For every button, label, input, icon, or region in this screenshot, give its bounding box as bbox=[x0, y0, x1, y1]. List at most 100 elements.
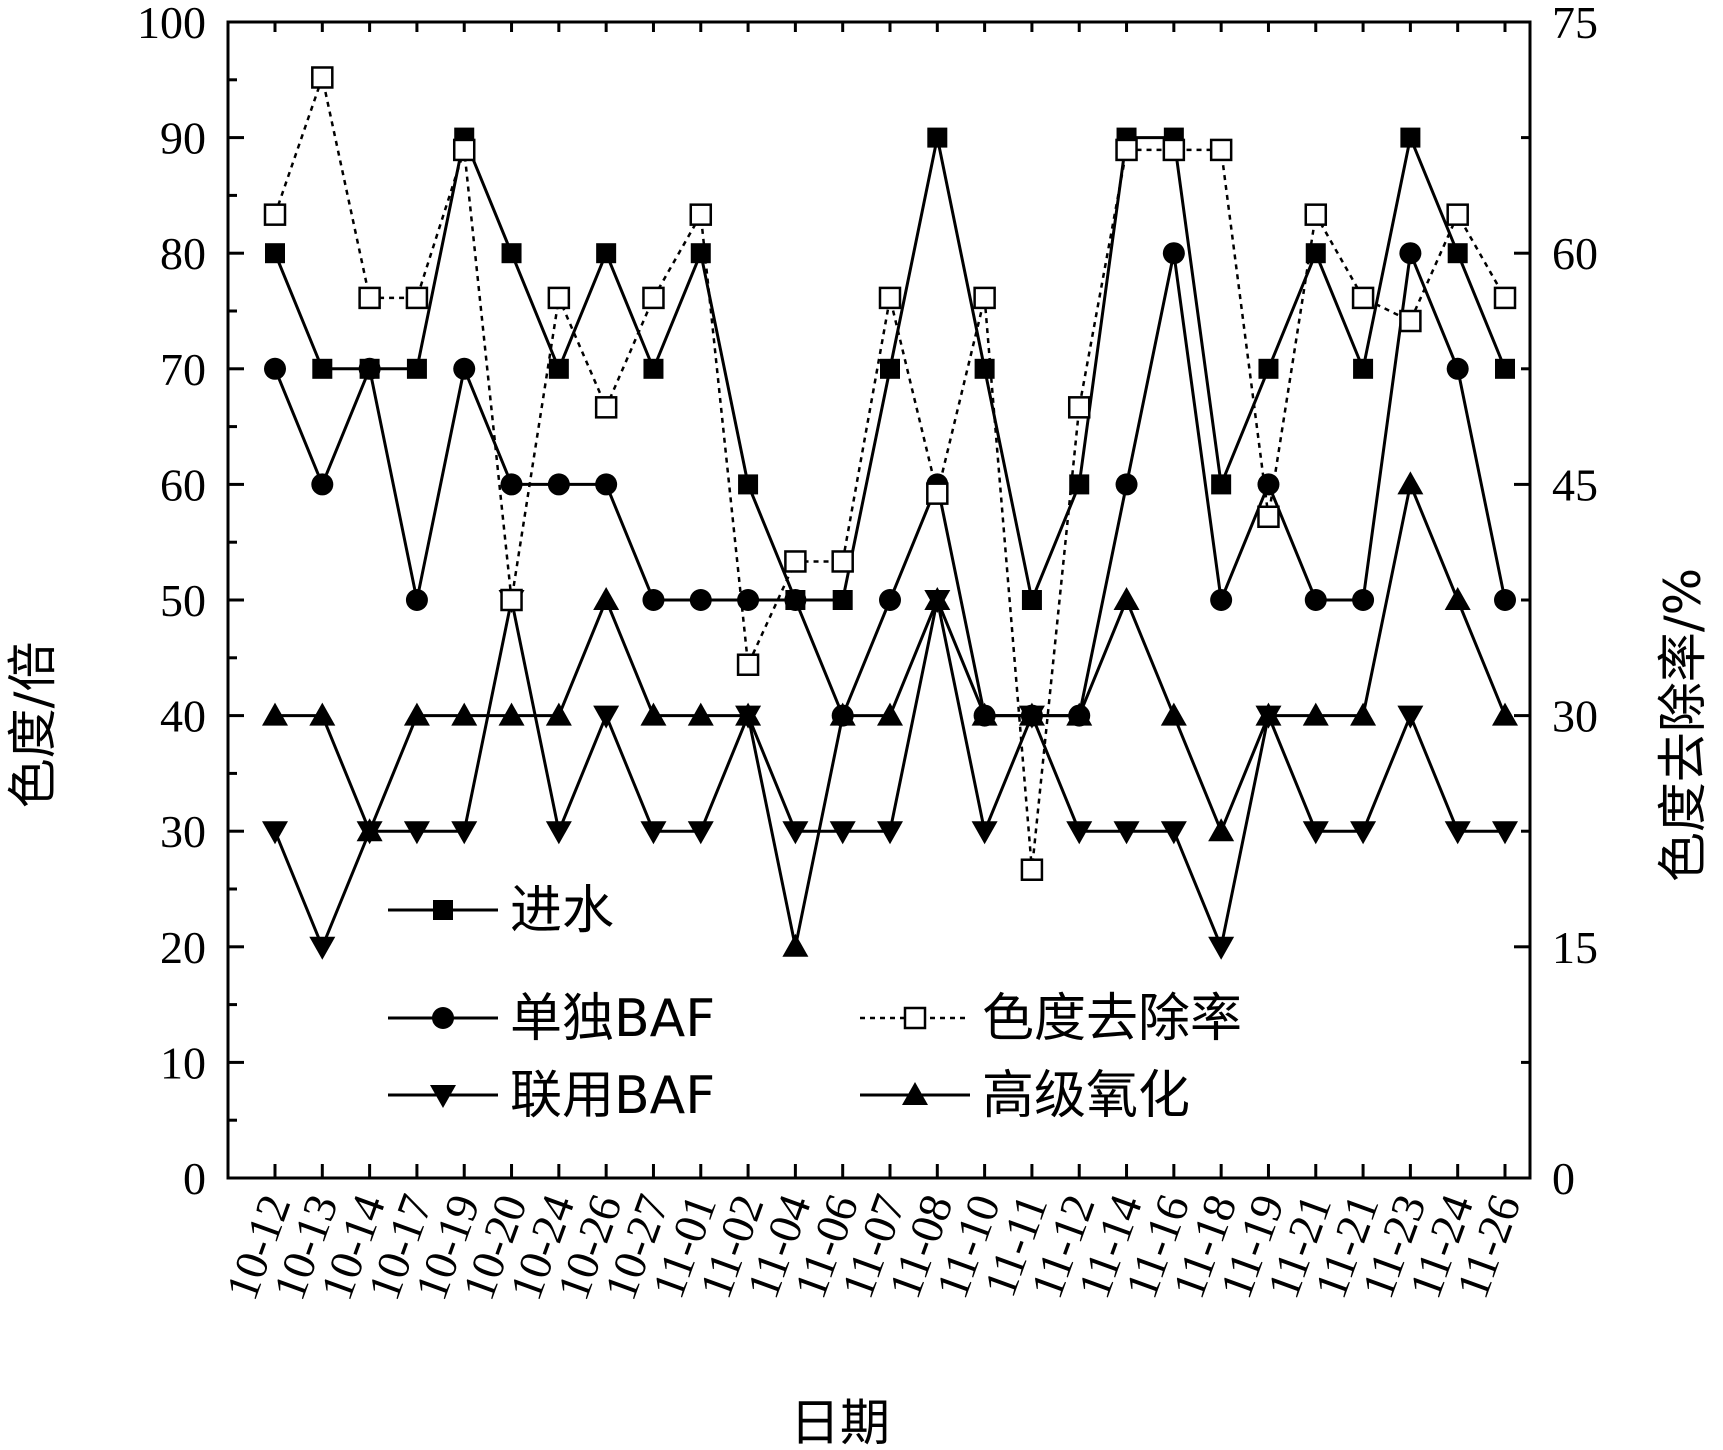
point-removal-rate bbox=[1020, 858, 1044, 881]
point-baf-combined bbox=[1492, 821, 1518, 845]
point-baf-single bbox=[1494, 589, 1516, 611]
y-right-tick-label: 45 bbox=[1552, 459, 1598, 510]
y-left-tick-label: 70 bbox=[160, 344, 206, 395]
point-baf-single bbox=[311, 473, 334, 496]
legend-marker-baf-single bbox=[432, 1007, 454, 1029]
point-inflow bbox=[265, 243, 285, 264]
y-right-tick-label: 30 bbox=[1552, 691, 1598, 742]
y-left-tick-label: 90 bbox=[160, 113, 206, 164]
point-advanced-oxidation bbox=[451, 702, 478, 726]
point-inflow bbox=[880, 358, 900, 379]
point-advanced-oxidation bbox=[403, 702, 430, 726]
point-inflow bbox=[1211, 474, 1232, 495]
point-removal-rate bbox=[878, 286, 902, 310]
series-line-removal-rate bbox=[273, 72, 1507, 870]
point-baf-combined bbox=[262, 821, 288, 845]
point-advanced-oxidation bbox=[829, 702, 856, 726]
y-axis-left-title: 色度/倍 bbox=[4, 642, 62, 809]
point-inflow bbox=[596, 243, 617, 264]
point-baf-combined bbox=[1208, 936, 1235, 960]
legend-marker-advanced-oxidation bbox=[902, 1082, 928, 1105]
point-baf-combined bbox=[545, 821, 572, 845]
point-advanced-oxidation bbox=[782, 933, 809, 957]
point-inflow bbox=[312, 358, 333, 379]
point-advanced-oxidation bbox=[735, 702, 762, 726]
point-inflow bbox=[690, 243, 711, 264]
point-removal-rate bbox=[405, 286, 429, 310]
point-advanced-oxidation bbox=[356, 818, 383, 842]
y-right-tick-label: 15 bbox=[1552, 922, 1598, 973]
point-advanced-oxidation bbox=[971, 702, 998, 726]
point-advanced-oxidation bbox=[1492, 702, 1518, 726]
point-baf-single bbox=[1257, 473, 1280, 496]
point-removal-rate bbox=[1257, 505, 1280, 529]
point-inflow bbox=[1021, 590, 1042, 610]
point-advanced-oxidation bbox=[687, 702, 714, 726]
point-baf-combined bbox=[451, 821, 478, 845]
y-left-tick-label: 0 bbox=[183, 1153, 206, 1204]
point-baf-single bbox=[1210, 589, 1233, 611]
point-advanced-oxidation bbox=[1018, 702, 1045, 726]
point-baf-single bbox=[1304, 589, 1327, 611]
point-removal-rate bbox=[1067, 396, 1091, 419]
point-removal-rate bbox=[1446, 203, 1469, 226]
point-inflow bbox=[927, 127, 948, 148]
point-baf-combined bbox=[1066, 821, 1093, 845]
point-baf-combined bbox=[687, 821, 714, 845]
point-baf-single bbox=[1352, 589, 1375, 611]
point-removal-rate bbox=[1399, 309, 1422, 333]
point-baf-combined bbox=[782, 821, 809, 845]
point-removal-rate bbox=[926, 482, 949, 505]
point-advanced-oxidation bbox=[640, 702, 667, 726]
point-baf-single bbox=[689, 589, 712, 611]
legend-label-inflow: 进水 bbox=[510, 881, 614, 941]
point-inflow bbox=[832, 590, 853, 610]
point-inflow bbox=[1305, 243, 1326, 264]
point-baf-single bbox=[1115, 473, 1138, 496]
point-advanced-oxidation bbox=[1113, 587, 1140, 610]
point-removal-rate bbox=[1162, 138, 1186, 162]
point-advanced-oxidation bbox=[593, 587, 620, 610]
point-advanced-oxidation bbox=[309, 702, 336, 726]
y-right-tick-label: 0 bbox=[1552, 1153, 1575, 1204]
point-advanced-oxidation bbox=[545, 702, 572, 726]
point-advanced-oxidation bbox=[1208, 818, 1235, 842]
point-inflow bbox=[1258, 358, 1279, 379]
y-left-tick-label: 100 bbox=[137, 0, 206, 48]
point-baf-single bbox=[547, 473, 570, 496]
legend-label-baf-single: 单独BAF bbox=[510, 989, 715, 1049]
point-removal-rate bbox=[1351, 286, 1375, 310]
point-inflow bbox=[548, 358, 569, 379]
point-baf-single bbox=[500, 473, 523, 496]
point-inflow bbox=[1447, 243, 1468, 264]
point-baf-combined bbox=[403, 821, 430, 845]
point-baf-single bbox=[879, 589, 901, 611]
point-inflow bbox=[406, 358, 427, 379]
point-advanced-oxidation bbox=[1066, 702, 1093, 726]
y-right-tick-label: 60 bbox=[1552, 228, 1598, 279]
legend-label-baf-combined: 联用BAF bbox=[510, 1066, 715, 1126]
point-advanced-oxidation bbox=[1255, 702, 1282, 726]
point-removal-rate bbox=[736, 653, 760, 676]
point-inflow bbox=[1353, 358, 1374, 379]
point-baf-single bbox=[1399, 242, 1422, 265]
point-baf-single bbox=[784, 589, 807, 611]
point-removal-rate bbox=[973, 286, 996, 310]
point-baf-combined bbox=[1350, 821, 1377, 845]
y-left-tick-label: 30 bbox=[160, 806, 206, 857]
series-line-baf-combined bbox=[273, 599, 1505, 952]
y-right-tick-label: 75 bbox=[1552, 0, 1598, 48]
legend-marker-inflow bbox=[433, 900, 453, 920]
y-axis-right-title: 色度去除率/% bbox=[1654, 568, 1712, 882]
series-line-baf-single bbox=[273, 247, 1507, 720]
point-advanced-oxidation bbox=[498, 702, 525, 726]
point-inflow bbox=[643, 358, 664, 379]
point-advanced-oxidation bbox=[1302, 702, 1329, 726]
point-removal-rate bbox=[311, 66, 334, 89]
point-inflow bbox=[1400, 127, 1421, 148]
point-advanced-oxidation bbox=[1397, 471, 1424, 495]
legend-label-advanced-oxidation: 高级氧化 bbox=[982, 1066, 1190, 1126]
point-baf-combined bbox=[971, 821, 998, 845]
point-advanced-oxidation bbox=[1160, 702, 1187, 726]
